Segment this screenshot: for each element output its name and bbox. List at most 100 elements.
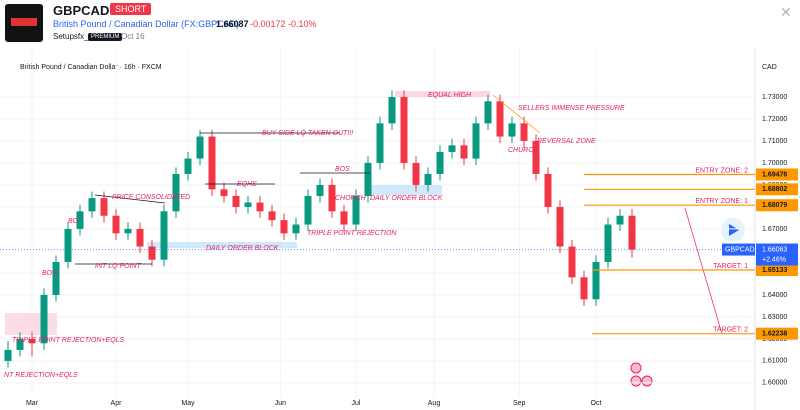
annotation: NT REJECTION+EQLS bbox=[4, 372, 78, 379]
candle-body bbox=[604, 224, 612, 262]
candle-body bbox=[592, 261, 600, 300]
level-price: 1.69476 bbox=[762, 171, 787, 178]
candle-body bbox=[304, 195, 312, 225]
y-tick-label: 1.60000 bbox=[762, 380, 787, 387]
candle-body bbox=[376, 123, 384, 163]
candle-body bbox=[400, 96, 408, 163]
annotation: REVERSAL ZONE bbox=[537, 138, 596, 145]
last-price-box bbox=[756, 243, 798, 266]
event-icon[interactable] bbox=[641, 375, 653, 387]
zone bbox=[5, 313, 57, 335]
author-badge: PREMIUM bbox=[88, 33, 123, 41]
annotation: CHURCH bbox=[508, 147, 539, 154]
annotation-line bbox=[684, 207, 723, 335]
y-tick-label: 1.71000 bbox=[762, 138, 787, 145]
x-tick-label: Oct bbox=[591, 400, 602, 407]
annotation: INT LQ POINT bbox=[95, 263, 142, 270]
annotation: EQHS bbox=[237, 181, 257, 188]
annotation: CHORCH bbox=[335, 195, 367, 202]
candle-body bbox=[292, 224, 300, 234]
candle-body bbox=[448, 145, 456, 152]
level-price: 1.68079 bbox=[762, 202, 787, 209]
zone bbox=[367, 185, 442, 195]
y-tick-label: 1.64000 bbox=[762, 292, 787, 299]
candle-body bbox=[208, 136, 216, 190]
candle-body bbox=[136, 228, 144, 247]
author[interactable]: Setupsfx_ bbox=[53, 32, 89, 41]
last-change: +2.46% bbox=[762, 256, 786, 263]
x-tick-label: May bbox=[181, 400, 195, 407]
y-axis-label: CAD bbox=[762, 64, 777, 71]
candle-body bbox=[112, 215, 120, 234]
y-tick-label: 1.61000 bbox=[762, 358, 787, 365]
candle-body bbox=[472, 123, 480, 159]
candle-body bbox=[64, 228, 72, 262]
annotation: BOS bbox=[335, 166, 350, 173]
change: -0.00172 bbox=[250, 19, 286, 29]
candle-body bbox=[316, 184, 324, 196]
y-tick-label: 1.67000 bbox=[762, 226, 787, 233]
candle-body bbox=[148, 246, 156, 260]
change-pct: -0.10% bbox=[288, 19, 317, 29]
x-tick-label: Apr bbox=[111, 400, 123, 407]
level-price: 1.62238 bbox=[762, 331, 787, 338]
zone bbox=[147, 242, 297, 248]
candle-body bbox=[184, 158, 192, 174]
name[interactable]: British Pound / Canadian Dollar (FX:GBPC… bbox=[53, 19, 240, 29]
header: GBPCAD SHORT British Pound / Canadian Do… bbox=[0, 0, 800, 48]
candle-body bbox=[52, 261, 60, 295]
annotation: TRIPLE POINT REJECTION bbox=[307, 230, 397, 237]
y-tick-label: 1.70000 bbox=[762, 160, 787, 167]
annotation: DAILY ORDER BLOCK bbox=[206, 245, 279, 252]
annotation: PRICE CONSOLIDATED bbox=[112, 194, 190, 201]
level-price: 1.65133 bbox=[762, 267, 787, 274]
candle-body bbox=[40, 294, 48, 344]
badge: SHORT bbox=[110, 3, 152, 15]
candle-body bbox=[388, 96, 396, 124]
level-label: TARGET: 2 bbox=[713, 327, 748, 334]
event-icon[interactable] bbox=[630, 362, 642, 374]
level-price-box bbox=[756, 327, 798, 340]
close[interactable]: ✕ bbox=[780, 4, 792, 20]
level-price: 1.68802 bbox=[762, 186, 787, 193]
symbol-label: GBPCAD bbox=[725, 246, 755, 253]
candle-body bbox=[328, 184, 336, 212]
candle-body bbox=[244, 202, 252, 207]
date: Oct 16 bbox=[121, 32, 145, 41]
candle-body bbox=[580, 277, 588, 300]
level-price-box bbox=[756, 183, 798, 196]
x-tick-label: Aug bbox=[428, 400, 441, 407]
candle-body bbox=[436, 151, 444, 174]
candle-body bbox=[220, 189, 228, 196]
candle-body bbox=[280, 220, 288, 234]
annotation: BOS bbox=[42, 270, 57, 277]
candle-body bbox=[232, 195, 240, 207]
candle-body bbox=[496, 101, 504, 137]
candle-body bbox=[28, 338, 36, 344]
level-label: ENTRY ZONE: 1 bbox=[695, 198, 748, 205]
candle-body bbox=[520, 123, 528, 141]
candle-body bbox=[172, 173, 180, 212]
candle-body bbox=[76, 211, 84, 229]
candle-body bbox=[340, 211, 348, 225]
zone bbox=[395, 91, 490, 97]
annotation: TRIPLE POINT REJECTION+EQLS bbox=[12, 337, 125, 344]
level-price-box bbox=[756, 168, 798, 181]
price: 1.66087 bbox=[216, 19, 249, 29]
level-label: ENTRY ZONE: 2 bbox=[695, 167, 748, 174]
candle-body bbox=[124, 228, 132, 234]
level-price-box bbox=[756, 263, 798, 276]
candle-body bbox=[364, 162, 372, 196]
play-icon bbox=[729, 224, 739, 236]
candle-body bbox=[424, 173, 432, 185]
candle-body bbox=[4, 349, 12, 361]
candle-body bbox=[484, 101, 492, 124]
annotation-line bbox=[492, 94, 541, 134]
y-tick-label: 1.63000 bbox=[762, 314, 787, 321]
candle-body bbox=[544, 173, 552, 207]
event-icon[interactable] bbox=[630, 375, 642, 387]
candle-body bbox=[88, 198, 96, 212]
x-tick-label: Mar bbox=[26, 400, 39, 407]
y-tick-label: 1.72000 bbox=[762, 116, 787, 123]
annotation: BUY SIDE LQ TAKEN OUT!!! bbox=[262, 130, 353, 137]
